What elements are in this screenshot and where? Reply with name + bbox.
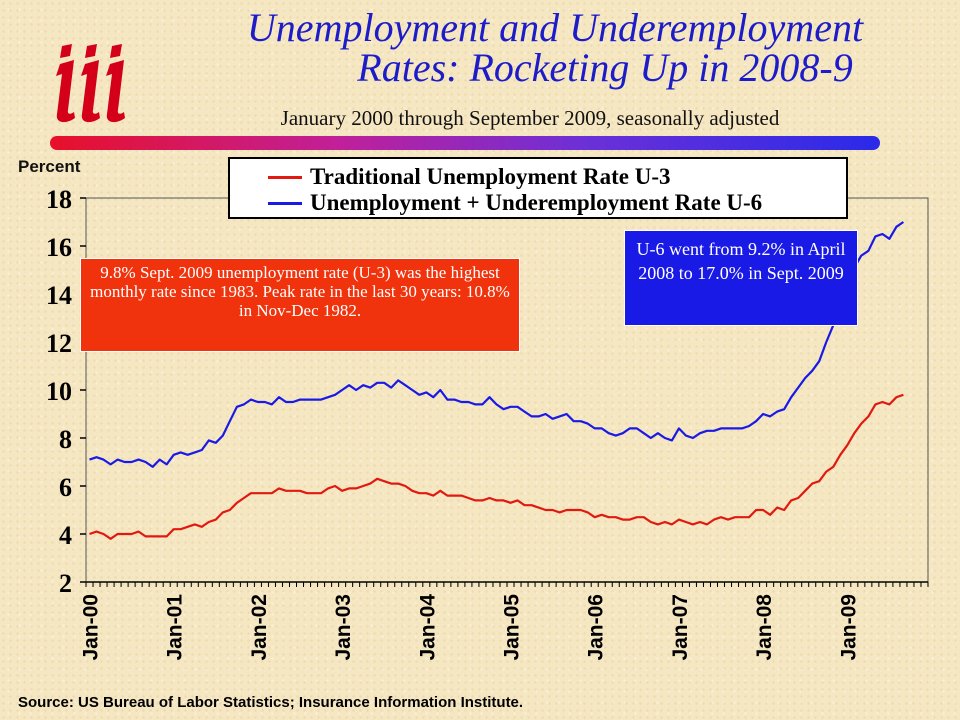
x-tick-label: Jan-06 bbox=[585, 594, 608, 661]
title-line-2: Rates: Rocketing Up in 2008-9 bbox=[357, 45, 853, 90]
x-tick-label: Jan-07 bbox=[669, 594, 692, 661]
y-tick-label: 8 bbox=[59, 425, 72, 454]
y-tick-label: 4 bbox=[59, 521, 72, 550]
logo-stem bbox=[56, 60, 75, 123]
iii-logo bbox=[56, 44, 125, 123]
source-note: Source: US Bureau of Labor Statistics; I… bbox=[18, 694, 524, 711]
legend-item-u6: Unemployment + Underemployment Rate U-6 bbox=[268, 189, 762, 217]
y-tick-label: 6 bbox=[59, 473, 72, 502]
legend-swatch-u6 bbox=[268, 201, 302, 205]
logo-dot bbox=[110, 44, 122, 58]
y-tick-label: 14 bbox=[46, 281, 72, 310]
y-tick-label: 10 bbox=[46, 377, 72, 406]
x-tick-label: Jan-05 bbox=[501, 594, 524, 661]
logo-dot bbox=[85, 44, 97, 58]
x-tick-label: Jan-02 bbox=[248, 594, 271, 661]
u3-annotation: 9.8% Sept. 2009 unemployment rate (U-3) … bbox=[80, 258, 520, 352]
x-tick-label: Jan-04 bbox=[416, 594, 439, 661]
logo-stem bbox=[81, 60, 100, 123]
series-line-u6 bbox=[89, 221, 905, 468]
x-tick-label: Jan-08 bbox=[753, 594, 776, 661]
x-tick-label: Jan-09 bbox=[837, 594, 860, 661]
u6-annotation: U-6 went from 9.2% in April 2008 to 17.0… bbox=[624, 230, 858, 326]
y-tick-label: 16 bbox=[46, 233, 72, 262]
x-tick-label: Jan-00 bbox=[80, 594, 103, 661]
legend-item-u3: Traditional Unemployment Rate U-3 bbox=[268, 163, 671, 191]
y-axis-unit-label: Percent bbox=[18, 157, 81, 176]
page-title: Unemployment and Underemployment Rates: … bbox=[150, 8, 960, 88]
y-tick-label: 18 bbox=[46, 185, 72, 214]
y-tick-label: 2 bbox=[59, 569, 72, 598]
page-subtitle: January 2000 through September 2009, sea… bbox=[280, 106, 780, 130]
legend-label-u6: Unemployment + Underemployment Rate U-6 bbox=[310, 190, 763, 215]
chart-legend: Traditional Unemployment Rate U-3 Unempl… bbox=[228, 157, 848, 219]
series-line-u3 bbox=[89, 393, 904, 540]
title-line-1: Unemployment and Underemployment bbox=[246, 5, 864, 50]
logo-stem bbox=[106, 60, 125, 123]
title-rule bbox=[50, 136, 880, 150]
y-tick-label: 12 bbox=[46, 329, 72, 358]
legend-label-u3: Traditional Unemployment Rate U-3 bbox=[310, 164, 671, 189]
legend-swatch-u3 bbox=[268, 175, 302, 179]
logo-dot bbox=[60, 44, 72, 58]
x-tick-label: Jan-03 bbox=[332, 594, 355, 661]
x-tick-label: Jan-01 bbox=[164, 594, 187, 661]
